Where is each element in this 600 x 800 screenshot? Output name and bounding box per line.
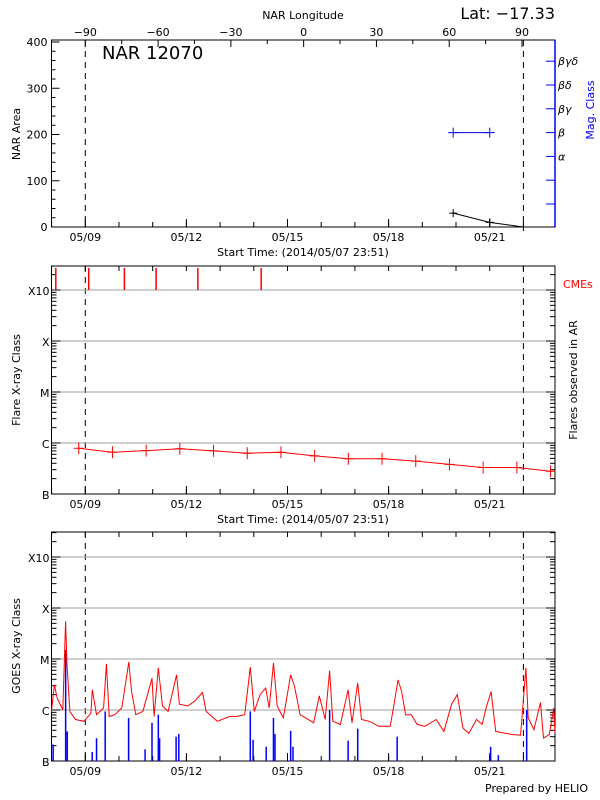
panel1-xlabel: Start Time: (2014/05/07 23:51) [217, 246, 389, 259]
top-axis-tick-label: 30 [369, 26, 383, 39]
flare-background-point [275, 446, 286, 459]
area-point [449, 209, 458, 218]
top-axis-tick-label: 90 [515, 26, 529, 39]
top-axis-tick-label: 60 [442, 26, 456, 39]
panel1-frame [51, 39, 556, 228]
x-tick-label: 05/12 [171, 765, 203, 778]
mag-class-tick-label: βγδ [557, 55, 579, 68]
flare-background-point [511, 461, 522, 474]
flare-background-point [141, 444, 152, 457]
top-axis-tick-label: 0 [300, 26, 307, 39]
chart-marks: 05/09 05/12 05/15 05/18 05/21 05/09 05/12 05/15… [27, 26, 579, 778]
panel1-ylabel-right: Mag. Class [584, 80, 597, 139]
panel2-ylabel-right: Flares observed in AR [567, 320, 580, 440]
mag-class-point [484, 127, 495, 138]
y-tick-label: 400 [27, 36, 48, 49]
area-point [485, 218, 494, 227]
region-title: NAR 12070 [102, 43, 203, 64]
panel2-xlabel: Start Time: (2014/05/07 23:51) [217, 513, 389, 526]
flare-background-point [478, 461, 489, 474]
x-tick-label: 05/21 [474, 498, 506, 511]
x-tick-label: 05/15 [272, 231, 304, 244]
flare-background-point [73, 442, 84, 455]
panel3-ylabel: GOES X-ray Class [10, 598, 23, 694]
y-tick-label: M [40, 387, 50, 400]
flare-background-point [343, 452, 354, 465]
x-tick-label: 05/12 [171, 231, 203, 244]
mag-class-tick-label: β [557, 127, 565, 140]
top-axis-title: NAR Longitude [262, 9, 344, 22]
mag-class-point [448, 127, 459, 138]
flare-background-point [444, 458, 455, 471]
top-axis-tick-label: −90 [74, 26, 97, 39]
cme-label: CMEs [563, 278, 593, 291]
area-line [453, 212, 524, 228]
flare-background-point [208, 444, 219, 457]
x-tick-label: 05/09 [69, 498, 101, 511]
y-tick-label: X [42, 603, 50, 616]
flare-background-point [545, 465, 556, 478]
panel1-ylabel: NAR Area [10, 108, 23, 160]
mag-class-tick-label: βδ [557, 79, 572, 92]
prepared-by-credit: Prepared by HELIO [485, 782, 588, 795]
flare-background-point [242, 447, 253, 460]
y-tick-label: 300 [27, 82, 48, 95]
flare-background-point [410, 455, 421, 468]
y-tick-label: X10 [28, 552, 50, 565]
panel2-frame [51, 265, 556, 495]
y-tick-label: B [42, 756, 50, 769]
y-tick-label: C [42, 438, 50, 451]
top-axis-tick-label: −60 [146, 26, 169, 39]
panel3-frame [51, 531, 556, 762]
x-tick-label: 05/09 [69, 231, 101, 244]
mag-class-tick-label: α [558, 150, 566, 163]
x-tick-label: 05/15 [272, 765, 304, 778]
x-tick-label: 05/18 [373, 765, 405, 778]
y-tick-label: B [42, 489, 50, 502]
y-tick-label: 0 [41, 221, 48, 234]
flare-background-point [107, 446, 118, 459]
y-tick-label: M [40, 654, 50, 667]
x-tick-label: 05/21 [474, 231, 506, 244]
flare-background-point [377, 452, 388, 465]
y-tick-label: X [42, 336, 50, 349]
x-tick-label: 05/18 [373, 498, 405, 511]
area-point [519, 223, 528, 231]
panel2-ylabel: Flare X-ray Class [10, 334, 23, 426]
top-axis-tick-label: −30 [219, 26, 242, 39]
y-tick-label: 200 [27, 129, 48, 142]
x-tick-label: 05/18 [373, 231, 405, 244]
latitude-label: Lat: −17.33 [460, 4, 555, 23]
y-tick-label: 100 [27, 175, 48, 188]
mag-class-tick-label: βγ [557, 103, 572, 116]
y-tick-label: C [42, 705, 50, 718]
goes-long-channel-line [50, 621, 556, 740]
flare-background-point [309, 449, 320, 462]
x-tick-label: 05/12 [171, 498, 203, 511]
flare-background-point [174, 442, 185, 455]
x-tick-label: 05/15 [272, 498, 304, 511]
x-tick-label: 05/21 [474, 765, 506, 778]
y-tick-label: X10 [28, 285, 50, 298]
x-tick-label: 05/09 [69, 765, 101, 778]
